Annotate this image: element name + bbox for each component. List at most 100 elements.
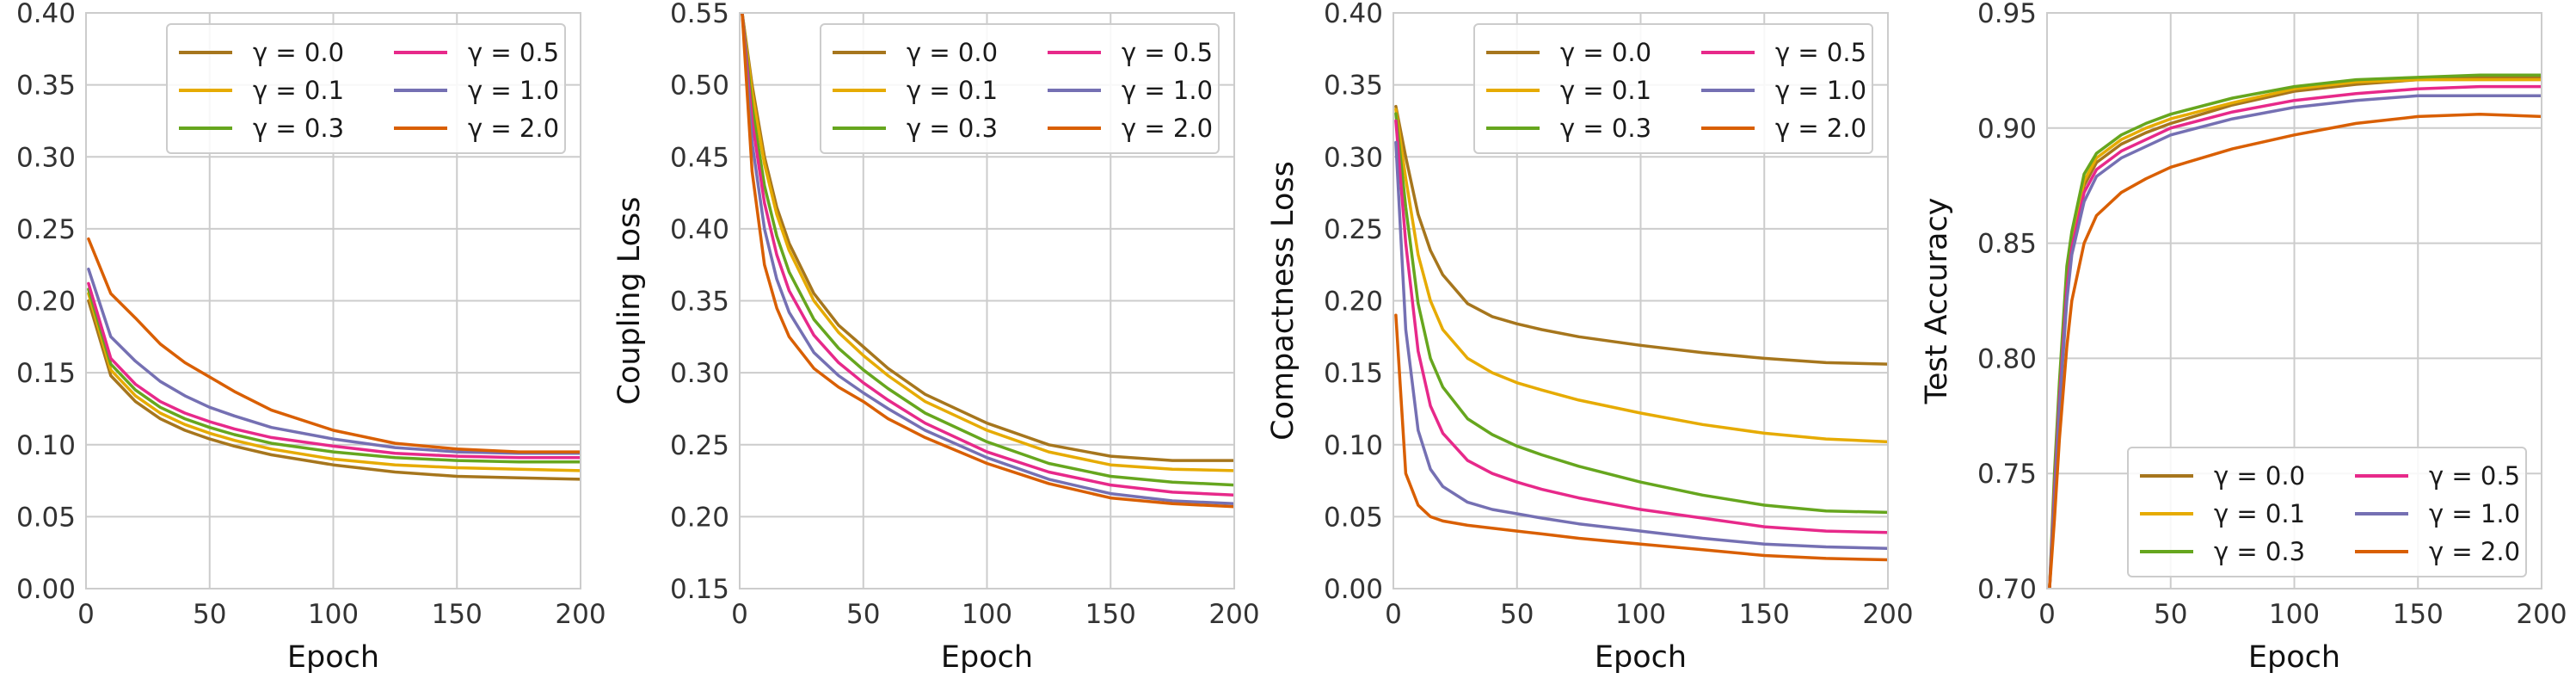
y-tick-label: 0.20 (670, 502, 729, 533)
series-line-gamma-2p0 (2048, 112, 2542, 589)
x-tick-label: 150 (1739, 599, 1790, 630)
x-tick-label: 0 (731, 599, 748, 630)
legend-label: γ = 0.1 (907, 76, 998, 105)
legend-label: γ = 1.0 (1122, 76, 1213, 105)
y-axis-label: Test Accuracy (1920, 198, 1954, 405)
y-tick-label: 0.35 (670, 287, 729, 318)
legend-label: γ = 2.0 (468, 114, 559, 143)
y-tick-label: 0.40 (1324, 0, 1383, 29)
series-line-gamma-0p1 (87, 292, 581, 472)
y-tick-label: 0.30 (1324, 142, 1383, 173)
series-line-gamma-0p5 (741, 13, 1234, 497)
y-tick-label: 0.25 (670, 430, 729, 461)
legend-label: γ = 0.0 (907, 38, 998, 67)
series-line-gamma-0p0 (87, 299, 581, 481)
chart-panel-1: 0 50 100 150 200 0.00 0.05 0.10 0.15 0.20 0.25 0.30… (16, 0, 606, 675)
legend-label: γ = 0.0 (2214, 461, 2305, 491)
x-tick-label: 150 (1085, 599, 1136, 630)
legend-label: γ = 0.3 (2214, 537, 2305, 566)
x-tick-label: 200 (1208, 599, 1259, 630)
legend-label: γ = 0.5 (1122, 38, 1213, 67)
x-axis-label: Epoch (2248, 640, 2340, 675)
y-tick-label: 0.45 (670, 142, 729, 173)
x-tick-label: 50 (193, 599, 226, 630)
y-tick-label: 0.95 (1977, 0, 2037, 29)
legend-box (166, 23, 566, 154)
y-tick-label: 0.00 (1324, 574, 1383, 605)
series-line-gamma-1p0 (741, 13, 1234, 506)
legend-box (1473, 23, 1873, 154)
chart-panel-3: 0 50 100 150 200 0.00 0.05 0.10 0.15 0.20 0.25 0.30… (1266, 0, 1914, 675)
legend-box (820, 23, 1220, 154)
x-tick-label: 0 (2038, 599, 2056, 630)
series-group (87, 237, 581, 481)
series-line-gamma-0p3 (1394, 112, 1888, 515)
x-tick-label: 100 (2269, 599, 2320, 630)
legend-label: γ = 2.0 (1775, 114, 1866, 143)
legend: γ = 0.0 γ = 0.1 γ = 0.3 γ = 0.5 γ = 1.0 γ = 2… (820, 23, 1220, 154)
legend-label: γ = 0.0 (253, 38, 344, 67)
chart-panel-4: 0 50 100 150 200 0.70 0.75 0.80 0.85 0.90 0.95 Epoc… (1920, 0, 2567, 675)
plot-frame (739, 12, 1235, 589)
series-group (741, 13, 1234, 509)
y-tick-label: 0.50 (670, 71, 729, 102)
y-tick-label: 0.15 (1324, 358, 1383, 389)
y-tick-label: 0.40 (16, 0, 76, 29)
legend-label: γ = 0.3 (907, 114, 998, 143)
y-tick-label: 0.10 (16, 430, 76, 461)
x-axis-label: Epoch (287, 640, 379, 675)
y-tick-label: 0.80 (1977, 343, 2037, 374)
series-line-gamma-1p0 (2048, 94, 2542, 589)
legend-label: γ = 1.0 (1775, 76, 1866, 105)
legend-label: γ = 0.1 (253, 76, 344, 105)
y-tick-label: 0.30 (670, 358, 729, 389)
series-line-gamma-0p0 (1394, 104, 1888, 366)
legend-label: γ = 0.1 (2214, 499, 2305, 528)
series-line-gamma-0p0 (741, 13, 1234, 462)
x-tick-label: 50 (1500, 599, 1534, 630)
x-tick-label: 0 (1385, 599, 1402, 630)
series-line-gamma-0p3 (741, 13, 1234, 487)
x-tick-label: 50 (2154, 599, 2187, 630)
series-group (1394, 104, 1888, 562)
x-tick-label: 200 (2516, 599, 2567, 630)
x-tick-label: 0 (77, 599, 95, 630)
y-tick-label: 0.05 (16, 502, 76, 533)
legend-label: γ = 0.5 (1775, 38, 1866, 67)
y-tick-label: 0.25 (16, 214, 76, 245)
plot-frame (85, 12, 581, 589)
y-tick-label: 0.25 (1324, 214, 1383, 245)
y-tick-label: 0.20 (16, 287, 76, 318)
plot-frame (1393, 12, 1889, 589)
x-tick-label: 100 (1615, 599, 1666, 630)
x-axis-label: Epoch (941, 640, 1033, 675)
y-tick-label: 0.90 (1977, 114, 2037, 145)
y-tick-label: 0.30 (16, 142, 76, 173)
y-tick-label: 0.10 (1324, 430, 1383, 461)
y-tick-label: 0.05 (1324, 502, 1383, 533)
legend: γ = 0.0 γ = 0.1 γ = 0.3 γ = 0.5 γ = 1.0 γ = 2… (166, 23, 566, 154)
y-tick-label: 0.15 (670, 574, 729, 605)
x-axis-label: Epoch (1595, 640, 1687, 675)
legend-label: γ = 0.5 (2429, 461, 2520, 491)
legend-label: γ = 1.0 (2429, 499, 2520, 528)
series-line-gamma-2p0 (741, 13, 1234, 509)
series-line-gamma-2p0 (1394, 313, 1888, 562)
x-tick-label: 100 (308, 599, 359, 630)
series-line-gamma-1p0 (87, 267, 581, 455)
y-tick-label: 0.00 (16, 574, 76, 605)
legend: γ = 0.0 γ = 0.1 γ = 0.3 γ = 0.5 γ = 1.0 γ = 2… (1473, 23, 1873, 154)
legend-label: γ = 0.5 (468, 38, 559, 67)
series-group (2048, 73, 2542, 589)
y-tick-label: 0.75 (1977, 459, 2037, 490)
x-tick-label: 100 (962, 599, 1012, 630)
y-tick-label: 0.35 (1324, 71, 1383, 102)
legend: γ = 0.0 γ = 0.1 γ = 0.3 γ = 0.5 γ = 1.0 γ = 2… (2127, 447, 2527, 577)
legend-label: γ = 2.0 (1122, 114, 1213, 143)
legend-label: γ = 1.0 (468, 76, 559, 105)
y-tick-label: 0.40 (670, 214, 729, 245)
y-tick-label: 0.55 (670, 0, 729, 29)
legend-label: γ = 0.3 (1560, 114, 1651, 143)
series-line-gamma-0p3 (87, 287, 581, 464)
